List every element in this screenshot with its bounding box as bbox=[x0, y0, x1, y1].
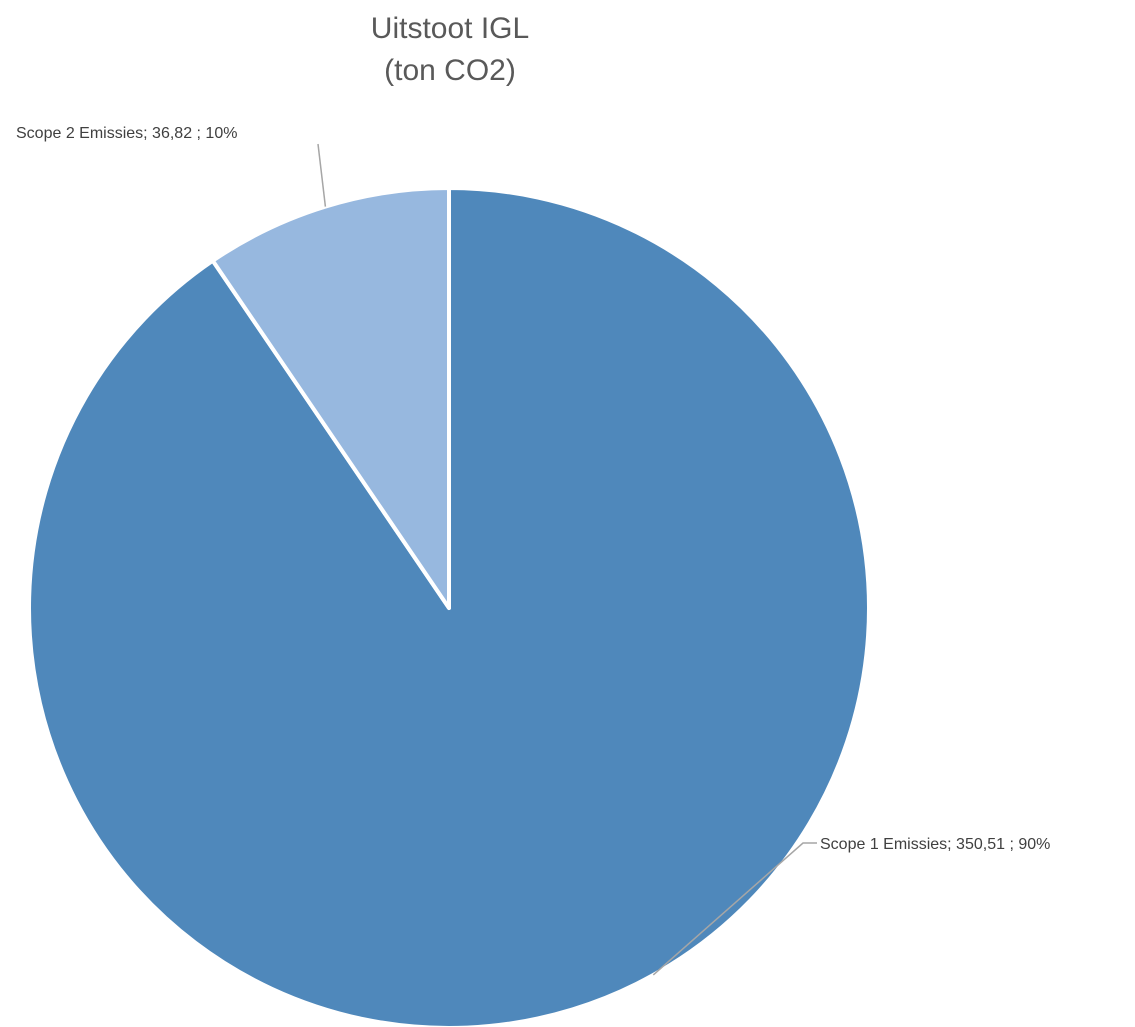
chart-title-line-2: (ton CO2) bbox=[384, 54, 516, 87]
pie-slice-scope-2-emissies bbox=[210, 186, 451, 610]
chart-title: Uitstoot IGL (ton CO2) bbox=[0, 8, 900, 92]
pie-slice-scope-1-emissies bbox=[27, 186, 871, 1027]
data-label-scope-1: Scope 1 Emissies; 350,51 ; 90% bbox=[820, 836, 1050, 853]
leader-line-scope-2 bbox=[317, 143, 327, 207]
pie-slices bbox=[27, 186, 871, 1027]
leader-lines bbox=[317, 143, 817, 976]
data-labels: Scope 1 Emissies; 350,51 ; 90% Scope 2 E… bbox=[16, 125, 1050, 853]
data-label-scope-2: Scope 2 Emissies; 36,82 ; 10% bbox=[16, 125, 237, 142]
leader-line-scope-1 bbox=[652, 842, 817, 976]
chart-title-line-1: Uitstoot IGL bbox=[370, 12, 530, 45]
